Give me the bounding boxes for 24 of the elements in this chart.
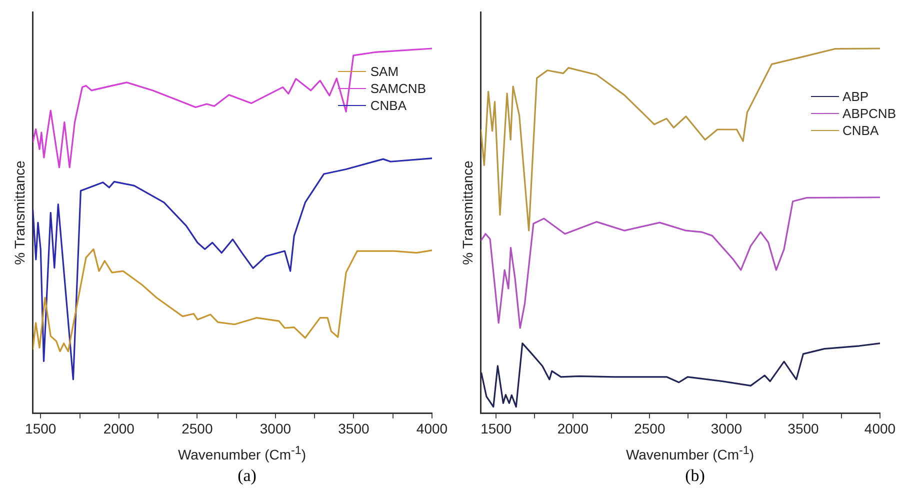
y-axis-title: % Transmittance xyxy=(459,160,476,265)
x-tick-label: 2000 xyxy=(103,420,135,437)
legend-label: ABPCNB xyxy=(842,105,896,122)
x-tick-label: 3000 xyxy=(710,420,742,437)
legend-label: SAM xyxy=(370,63,399,80)
x-tick-label: 4000 xyxy=(864,420,896,437)
x-tick-label: 1500 xyxy=(480,420,512,437)
x-tick-label: 1500 xyxy=(25,420,56,437)
x-tick-label: 2000 xyxy=(557,420,589,437)
x-tick-label: 3000 xyxy=(260,420,292,437)
x-tick-label: 4000 xyxy=(416,420,448,437)
legend-label: ABP xyxy=(842,88,869,105)
x-tick-label: 3500 xyxy=(338,420,370,437)
legend-label: CNBA xyxy=(370,97,406,114)
text: (b) xyxy=(685,466,705,485)
x-tick-label: 2500 xyxy=(182,420,213,437)
text: (a) xyxy=(238,466,256,485)
legend-label: SAMCNB xyxy=(370,80,426,97)
x-tick-label: 3500 xyxy=(788,420,820,437)
y-axis-title: % Transmittance xyxy=(11,160,28,265)
legend-label: CNBA xyxy=(842,122,879,139)
x-tick-label: 2500 xyxy=(634,420,666,437)
x-axis-title: Wavenumber (Cm$^{-1}$) xyxy=(176,444,308,463)
x-axis-title: Wavenumber (Cm$^{-1}$) xyxy=(624,444,756,463)
